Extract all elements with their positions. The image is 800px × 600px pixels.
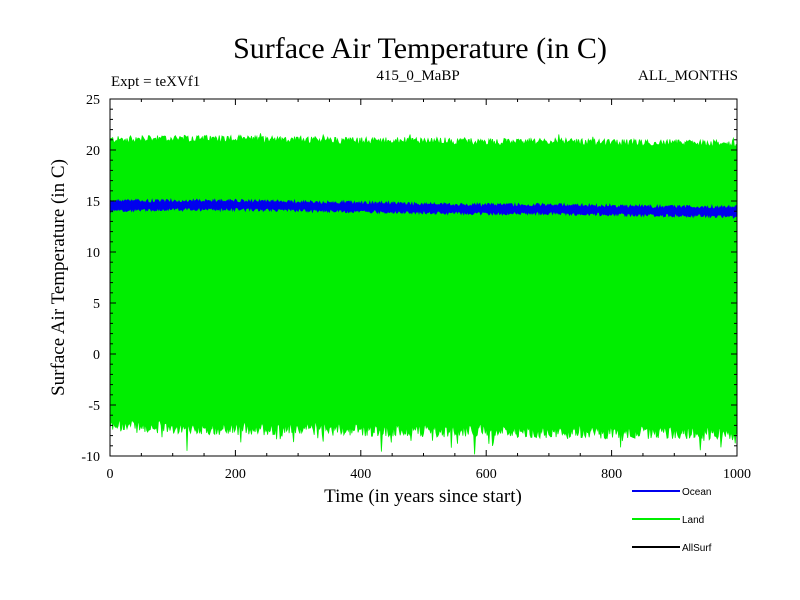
legend-label-ocean: Ocean: [682, 487, 711, 498]
x-tick-label: 600: [476, 467, 497, 482]
x-tick-label: 1000: [723, 467, 751, 482]
chart-subtitle-left: Expt = teXVf1: [111, 74, 200, 90]
legend-label-allsurf: AllSurf: [682, 543, 712, 554]
chart-title: Surface Air Temperature (in C): [233, 32, 607, 65]
x-tick-label: 800: [601, 467, 622, 482]
x-tick-label: 0: [107, 467, 114, 482]
series-land-band: [109, 133, 738, 455]
y-tick-label: 25: [86, 93, 100, 108]
y-tick-label: 5: [93, 297, 100, 312]
chart-subtitle-center: 415_0_MaBP: [376, 68, 459, 84]
y-tick-label: -5: [88, 399, 100, 414]
x-tick-label: 400: [350, 467, 371, 482]
y-tick-label: 0: [93, 348, 100, 363]
y-tick-label: -10: [81, 450, 100, 465]
y-tick-label: 15: [86, 195, 100, 210]
y-tick-label: 10: [86, 246, 100, 261]
legend-label-land: Land: [682, 515, 704, 526]
chart-subtitle-right: ALL_MONTHS: [638, 68, 738, 84]
x-tick-label: 200: [225, 467, 246, 482]
x-axis-label: Time (in years since start): [324, 486, 522, 507]
y-axis-label: Surface Air Temperature (in C): [48, 159, 69, 396]
y-tick-label: 20: [86, 144, 100, 159]
